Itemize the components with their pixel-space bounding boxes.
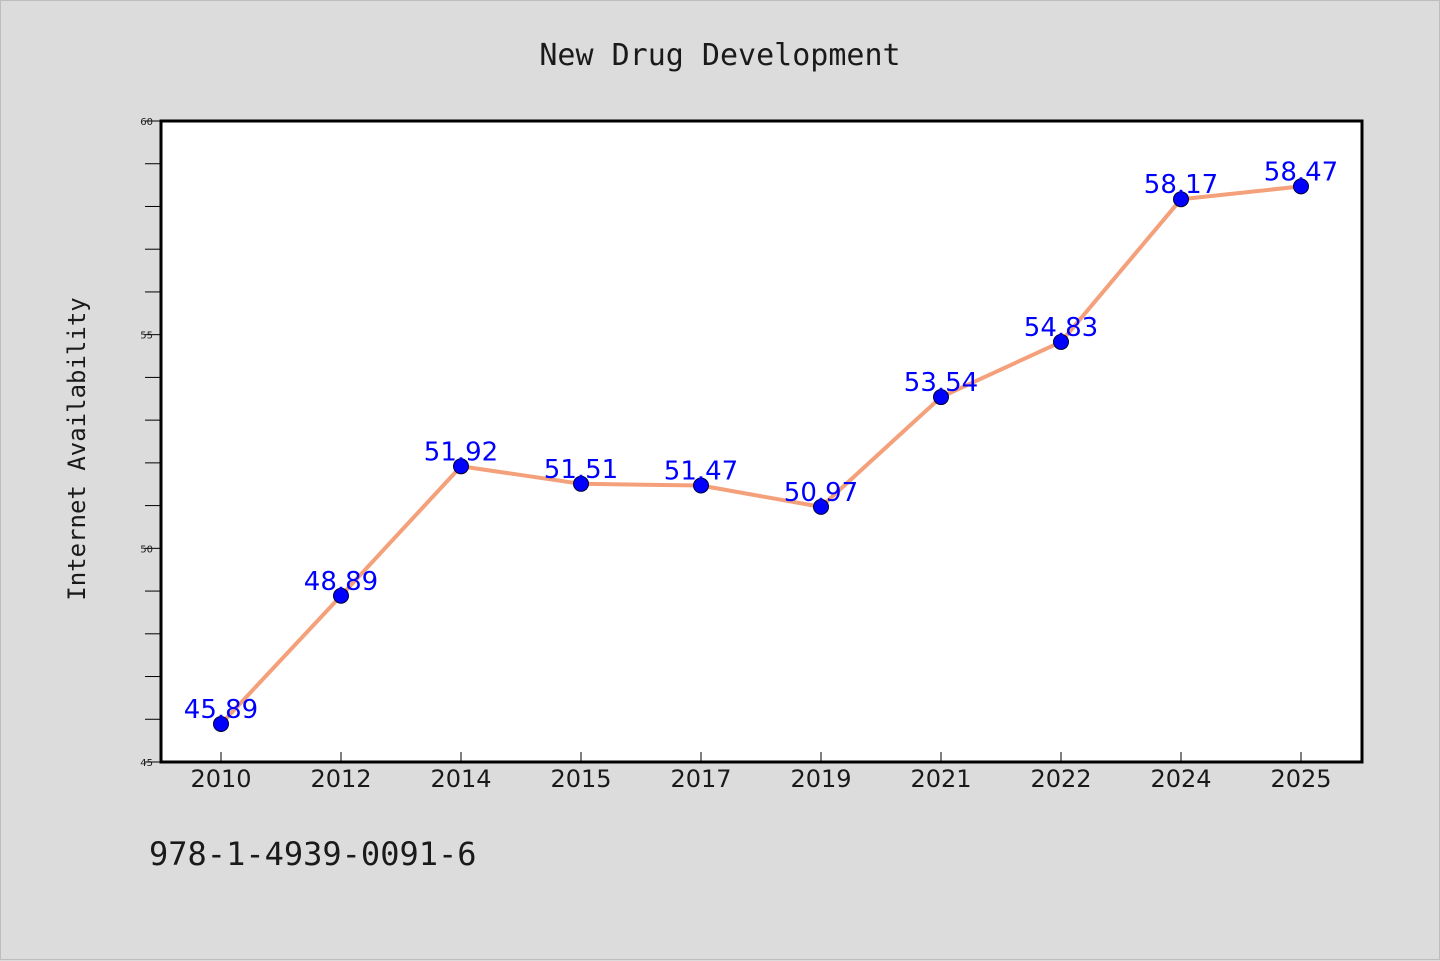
data-point xyxy=(573,475,589,492)
data-point xyxy=(453,458,469,475)
y-tick-label: 60 xyxy=(140,117,153,128)
footnote-isbn: 978-1-4939-0091-6 xyxy=(149,835,477,873)
y-tick-label: 55 xyxy=(140,331,153,342)
series-layer xyxy=(213,178,1309,732)
data-label: 58.17 xyxy=(1144,170,1218,200)
x-tick-label: 2024 xyxy=(1150,765,1211,793)
data-label: 48.89 xyxy=(304,567,378,597)
x-tick-label: 2019 xyxy=(790,765,851,793)
x-tick-label: 2014 xyxy=(430,765,491,793)
data-point xyxy=(933,389,949,406)
data-point xyxy=(693,477,709,494)
x-tick-label: 2021 xyxy=(910,765,971,793)
data-label: 58.47 xyxy=(1264,157,1338,187)
axis-ticks: 45 50 55 60 2010 2012 2014 2015 2017 2019 2021 2022… xyxy=(140,117,1331,793)
data-label: 50.97 xyxy=(784,478,858,508)
data-label: 45.89 xyxy=(184,695,258,725)
data-point xyxy=(1293,178,1309,195)
data-label: 54.83 xyxy=(1024,313,1098,343)
x-tick-label: 2012 xyxy=(310,765,371,793)
data-point xyxy=(333,587,349,604)
chart-title: New Drug Development xyxy=(539,38,900,73)
data-label: 53.54 xyxy=(904,368,978,398)
y-axis-label: Internet Availability xyxy=(63,297,91,600)
x-tick-label: 2022 xyxy=(1030,765,1091,793)
x-tick-label: 2017 xyxy=(670,765,731,793)
plot-frame xyxy=(159,119,1364,764)
data-point xyxy=(1173,191,1189,208)
data-labels: 45.89 48.89 51.92 51.51 51.47 50.97 53.54 54.83… xyxy=(184,157,1338,725)
y-tick-label: 45 xyxy=(140,758,153,769)
plot-area xyxy=(161,121,1362,762)
x-tick-label: 2025 xyxy=(1270,765,1331,793)
data-point xyxy=(1053,333,1069,350)
data-point xyxy=(213,715,229,732)
x-tick-label: 2010 xyxy=(190,765,251,793)
data-label: 51.51 xyxy=(544,455,618,485)
y-tick-label: 50 xyxy=(140,544,153,555)
data-point xyxy=(813,498,829,515)
series-line xyxy=(219,184,1303,726)
data-label: 51.47 xyxy=(664,457,738,487)
x-tick-label: 2015 xyxy=(550,765,611,793)
data-label: 51.92 xyxy=(424,437,498,467)
